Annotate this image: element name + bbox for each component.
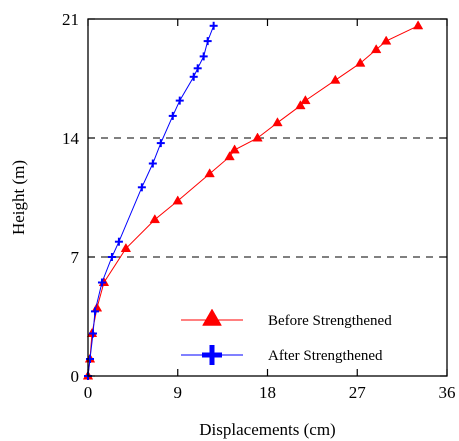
data-point-plus xyxy=(168,111,177,120)
data-point-plus xyxy=(90,307,99,316)
legend: Before Strengthened After Strengthened xyxy=(181,308,392,365)
data-point-triangle xyxy=(120,242,132,252)
data-point-triangle xyxy=(330,74,341,84)
series-layer xyxy=(82,20,424,380)
y-tick-label: 21 xyxy=(62,10,79,29)
data-point-plus xyxy=(209,21,218,30)
gridlines xyxy=(88,137,447,258)
data-point-plus xyxy=(193,64,202,73)
data-point-triangle xyxy=(295,100,306,110)
data-point-triangle xyxy=(252,132,263,142)
data-point-plus xyxy=(137,183,146,192)
x-axis-label: Displacements (cm) xyxy=(199,420,335,439)
series-before-strengthened xyxy=(82,20,424,380)
x-tick-label: 36 xyxy=(439,383,456,402)
data-point-triangle xyxy=(204,168,215,178)
data-point-plus xyxy=(107,253,116,261)
data-point-plus xyxy=(148,159,157,168)
data-point-triangle xyxy=(224,151,235,161)
legend-label-after: After Strengthened xyxy=(268,348,383,364)
x-tick-label: 9 xyxy=(174,383,183,402)
data-point-plus xyxy=(199,52,208,61)
y-tick-label: 14 xyxy=(62,129,80,148)
y-tick-label: 0 xyxy=(71,367,80,386)
data-point-plus xyxy=(114,237,123,246)
axis-ticks: 0 9 18 27 36 0 7 14 21 xyxy=(62,10,456,402)
data-point-triangle xyxy=(371,44,382,54)
series-after-strengthened xyxy=(84,21,218,380)
data-point-triangle xyxy=(272,117,283,127)
legend-triangle-icon xyxy=(202,308,222,326)
data-point-triangle xyxy=(149,214,160,224)
legend-marker-before xyxy=(202,308,222,326)
data-point-plus xyxy=(88,329,97,338)
data-point-plus xyxy=(97,278,106,287)
y-axis-label: Height (m) xyxy=(9,160,28,235)
data-point-plus xyxy=(156,139,165,148)
data-point-plus xyxy=(85,355,94,363)
data-point-plus xyxy=(189,72,198,81)
data-point-triangle xyxy=(412,20,424,30)
data-point-triangle xyxy=(300,95,311,105)
x-tick-label: 27 xyxy=(349,383,367,402)
data-point-triangle xyxy=(172,195,183,205)
legend-marker-after xyxy=(202,345,222,365)
x-tick-label: 0 xyxy=(84,383,93,402)
series-line xyxy=(87,25,215,377)
data-point-triangle xyxy=(229,144,240,154)
legend-label-before: Before Strengthened xyxy=(268,313,392,329)
y-tick-label: 7 xyxy=(71,248,80,267)
data-point-triangle xyxy=(380,35,392,45)
legend-plus-icon xyxy=(202,345,222,365)
x-tick-label: 18 xyxy=(259,383,276,402)
data-point-triangle xyxy=(355,57,366,67)
data-point-plus xyxy=(203,37,212,46)
data-point-plus xyxy=(175,96,184,105)
